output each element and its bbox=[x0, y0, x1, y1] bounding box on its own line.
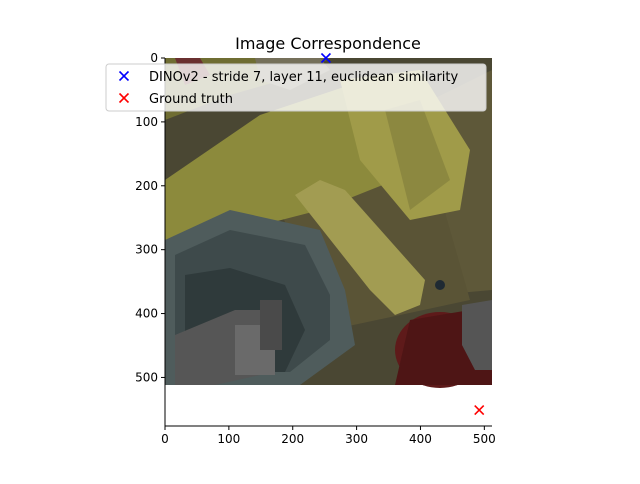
scatter-markers bbox=[320, 52, 485, 416]
y-axis-ticks: 0 100 200 300 400 500 bbox=[135, 51, 165, 384]
legend-label-2: Ground truth bbox=[149, 92, 233, 107]
ground-truth-marker bbox=[474, 404, 485, 416]
prediction-marker bbox=[320, 52, 332, 64]
x-tick-label: 300 bbox=[345, 432, 368, 446]
legend-marker-2 bbox=[118, 92, 130, 104]
legend: DINOv2 - stride 7, layer 11, euclidean s… bbox=[105, 63, 487, 112]
x-tick-label: 400 bbox=[409, 432, 432, 446]
x-tick-label: 0 bbox=[161, 432, 169, 446]
y-tick-label: 0 bbox=[150, 51, 158, 65]
y-tick-label: 400 bbox=[135, 307, 158, 321]
y-tick-label: 500 bbox=[135, 370, 158, 384]
x-axis-ticks: 0 100 200 300 400 500 bbox=[161, 426, 496, 446]
x-tick-label: 500 bbox=[473, 432, 496, 446]
legend-label-1: DINOv2 - stride 7, layer 11, euclidean s… bbox=[149, 70, 459, 85]
legend-marker-1 bbox=[118, 70, 130, 82]
y-tick-label: 200 bbox=[135, 179, 158, 193]
x-tick-label: 200 bbox=[281, 432, 304, 446]
x-tick-label: 100 bbox=[217, 432, 240, 446]
y-tick-label: 100 bbox=[135, 115, 158, 129]
chart-title: Image Correspondence bbox=[235, 34, 421, 53]
y-tick-label: 300 bbox=[135, 243, 158, 257]
